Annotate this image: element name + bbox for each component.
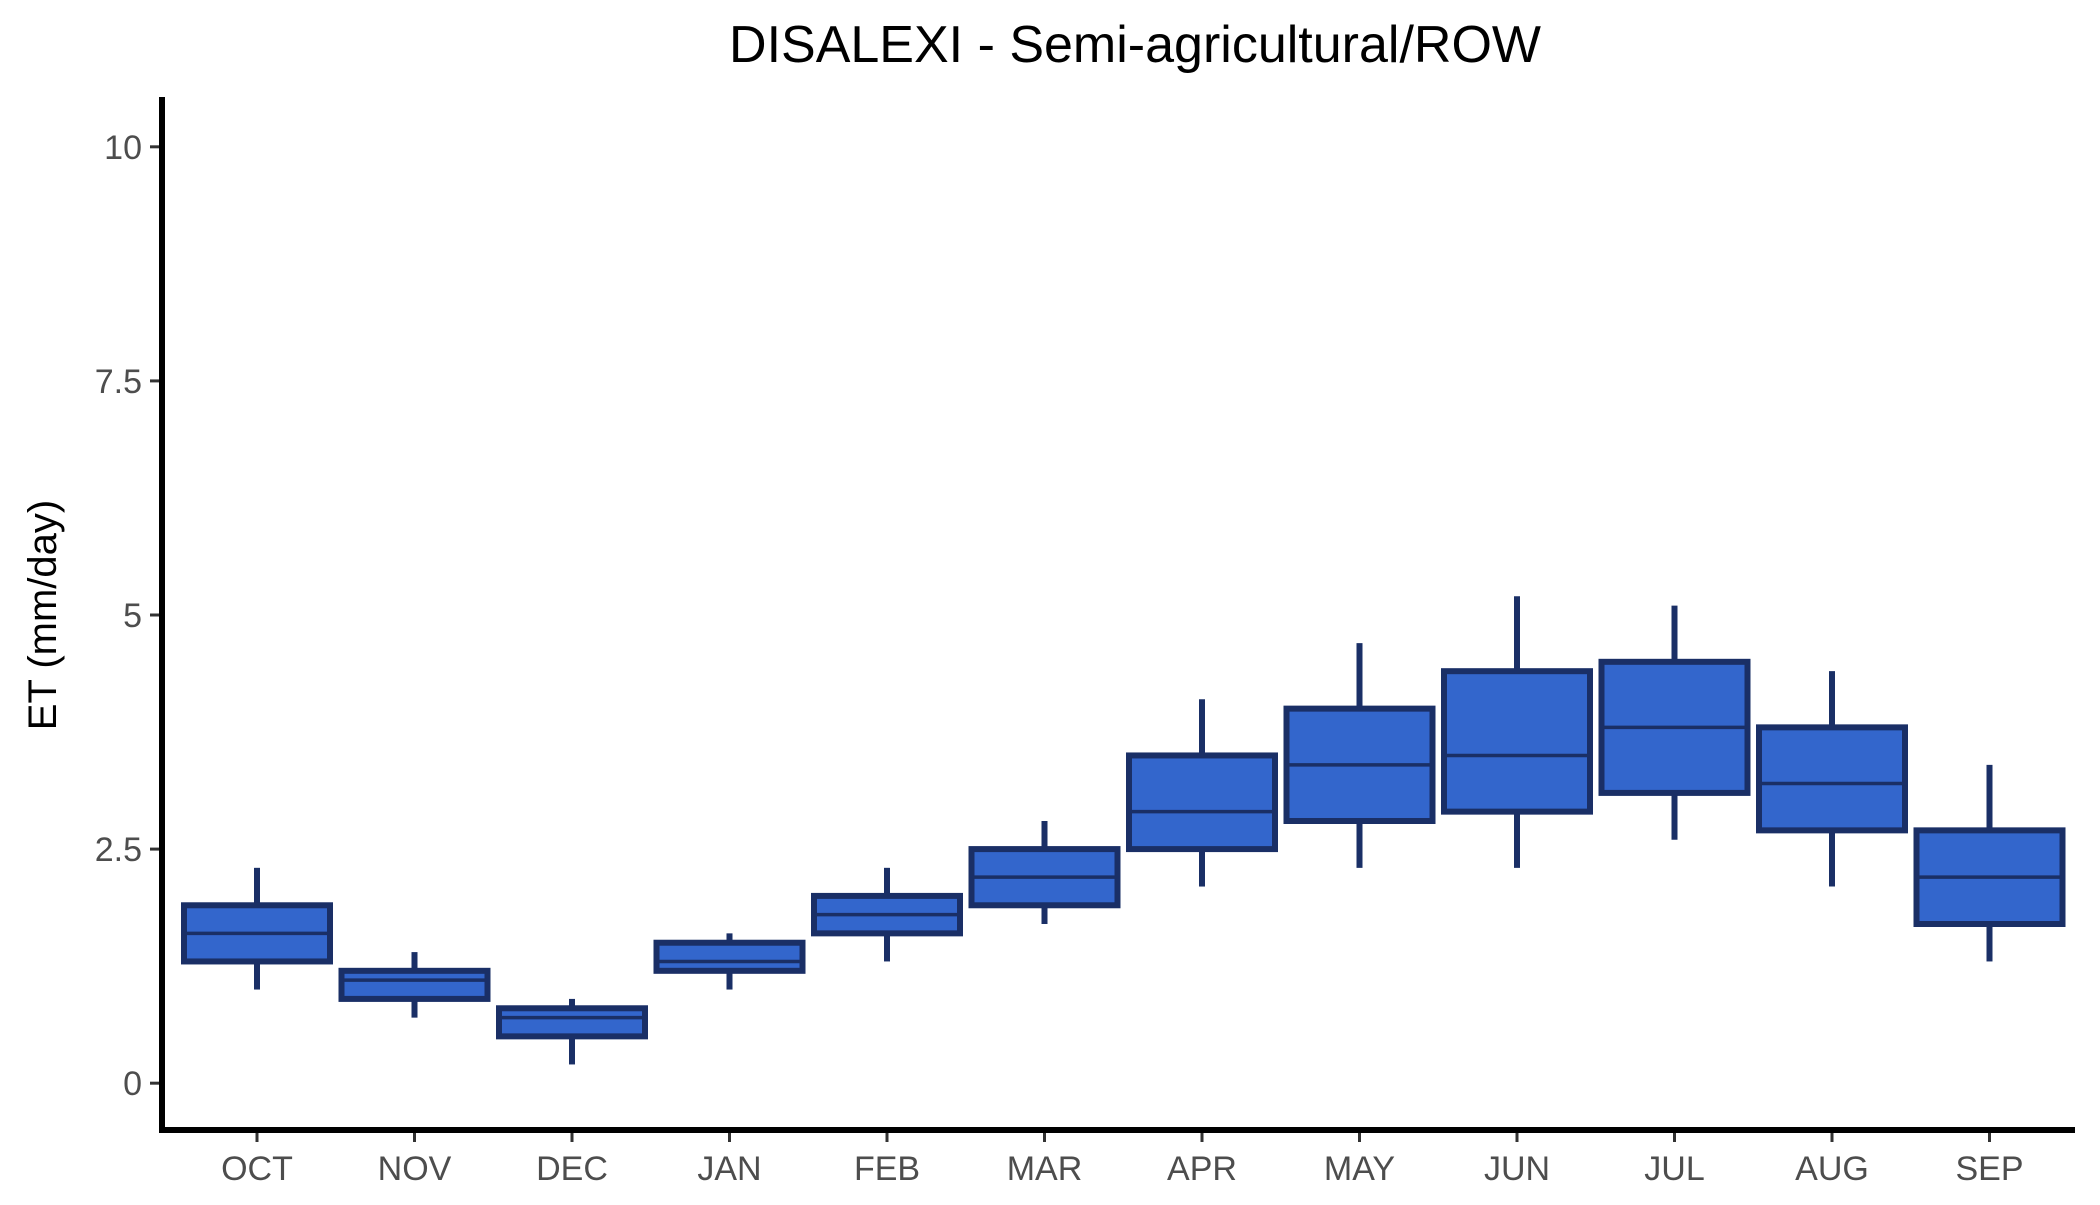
x-tick-label: NOV (378, 1150, 452, 1188)
x-tick-label: AUG (1795, 1150, 1869, 1188)
x-tick-label: MAR (1007, 1150, 1083, 1188)
y-tick-label: 2.5 (95, 831, 142, 869)
box-jan (653, 933, 806, 990)
x-tick-label: FEB (854, 1150, 920, 1188)
y-axis-title: ET (mm/day) (21, 500, 65, 730)
y-tick-label: 7.5 (95, 363, 142, 401)
x-tick-label: JAN (697, 1150, 761, 1188)
box-feb (811, 867, 963, 962)
y-tick-label: 5 (123, 597, 142, 635)
x-axis-ticks: OCT NOV DEC JAN FEB MAR APR MAY JUN JUL AUG SEP (221, 1130, 2024, 1188)
box-oct (181, 867, 333, 990)
iqr-box (496, 1005, 648, 1040)
x-tick-label: JUL (1644, 1150, 1704, 1188)
chart-title: DISALEXI - Semi-agricultural/ROW (729, 16, 1541, 74)
box-aug (1756, 671, 1908, 887)
box-sep (1913, 764, 2066, 962)
box-jul (1598, 605, 1751, 840)
y-axis-ticks: 0 2.5 5 7.5 10 (95, 129, 162, 1103)
y-tick-label: 0 (123, 1065, 142, 1103)
box-jun (1441, 596, 1593, 868)
x-tick-label: APR (1167, 1150, 1237, 1188)
box-series (181, 596, 2066, 1065)
x-tick-label: OCT (221, 1150, 293, 1188)
iqr-box (1441, 668, 1593, 815)
x-tick-label: MAY (1324, 1150, 1395, 1188)
x-tick-label: DEC (536, 1150, 608, 1188)
iqr-box (1756, 724, 1908, 834)
iqr-box (653, 939, 806, 974)
box-mar (968, 821, 1121, 924)
box-dec (496, 998, 648, 1065)
x-tick-label: JUN (1484, 1150, 1550, 1188)
iqr-box (338, 967, 491, 1002)
y-tick-label: 10 (104, 129, 142, 167)
iqr-box (1126, 752, 1278, 853)
box-may (1283, 643, 1436, 868)
box-nov (338, 952, 491, 1018)
box-apr (1126, 699, 1278, 887)
x-tick-label: SEP (1955, 1150, 2023, 1188)
